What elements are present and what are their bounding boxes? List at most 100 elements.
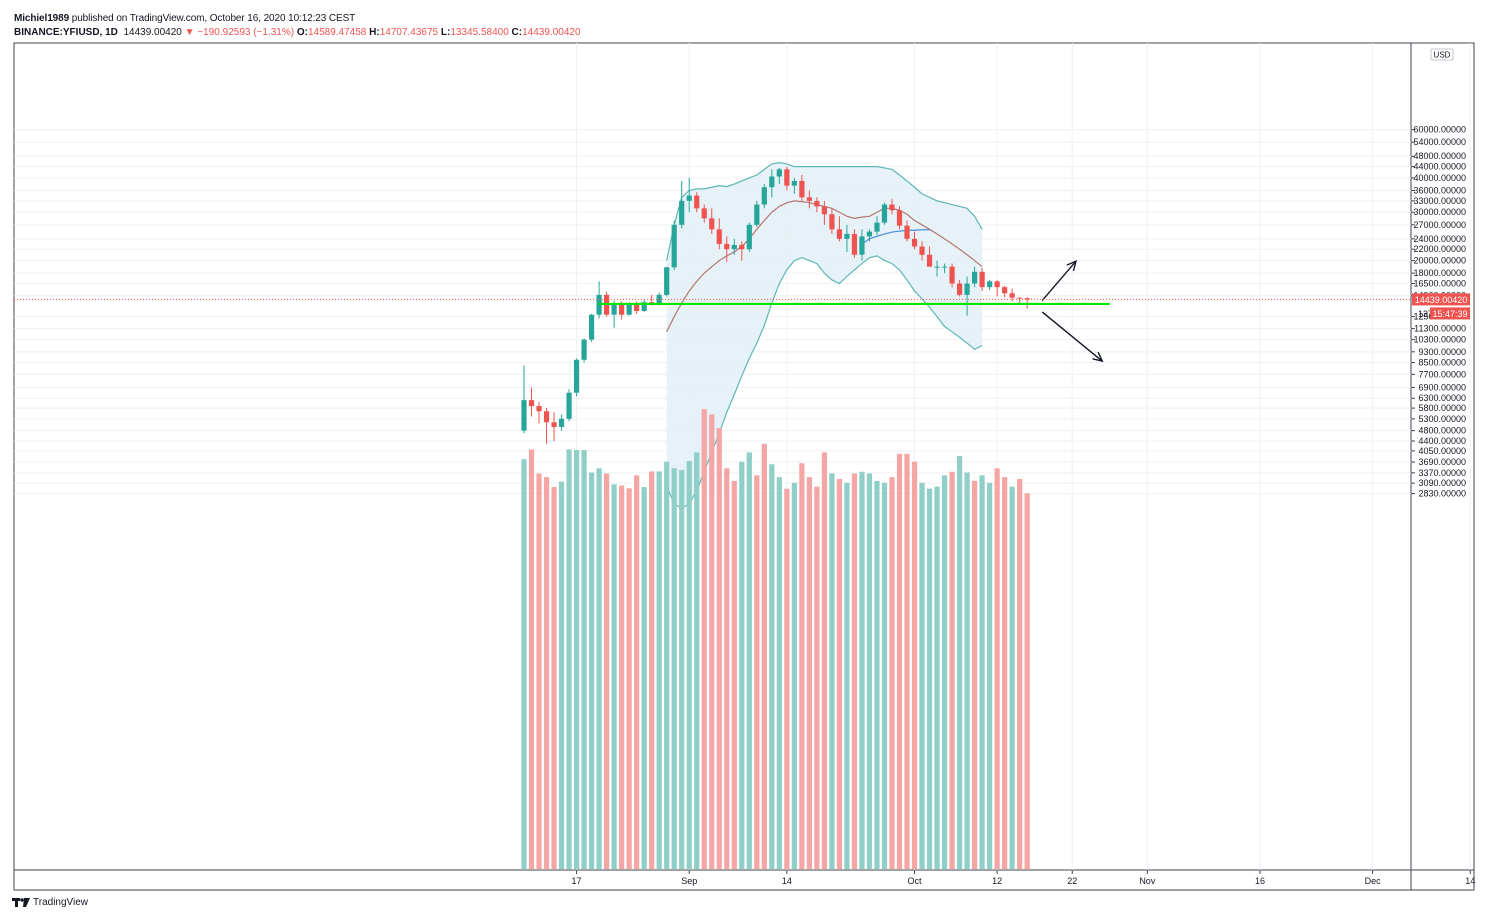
price-tick-label: 40000.00000 [1413, 173, 1466, 183]
candle [716, 218, 722, 250]
candle [551, 412, 557, 442]
currency-badge[interactable]: USD [1430, 48, 1454, 61]
volume-bar [634, 475, 640, 869]
price-tick-label: 30000.00000 [1413, 207, 1466, 217]
price-tick-label: 2830.00000 [1418, 489, 1466, 499]
candle-body [829, 214, 835, 230]
candle [821, 200, 827, 225]
candle-body [521, 400, 527, 431]
candle-body [686, 195, 692, 201]
volume-bar [754, 475, 760, 869]
candle [874, 216, 880, 235]
candle-body [701, 208, 707, 219]
candle [881, 202, 888, 225]
candle [573, 358, 580, 397]
candle [724, 236, 730, 262]
candle-body [1024, 298, 1030, 300]
time-tick-label: 16 [1255, 876, 1265, 886]
symbol-label[interactable]: BINANCE:YFIUSD, 1D [14, 27, 118, 38]
last-price: 14439.00420 [123, 27, 182, 38]
candle-body [1017, 297, 1023, 299]
arrow-down[interactable] [1041, 311, 1104, 363]
price-change: ▼ −190.92593 (−1.31%) [184, 27, 295, 38]
candle-body [934, 266, 940, 268]
last-price-tag [1412, 293, 1470, 306]
volume-bar [619, 485, 625, 869]
candle-body [844, 233, 850, 239]
candle [919, 241, 925, 261]
author-name[interactable]: Michiel1989 [14, 13, 70, 24]
candle [1009, 288, 1015, 302]
volume-bar [558, 481, 565, 869]
volume-bar [806, 477, 812, 869]
candle [799, 175, 805, 201]
arrow-up[interactable] [1041, 259, 1078, 302]
time-tick-label: Sep [681, 876, 697, 886]
close-value: 14439.00420 [522, 27, 581, 38]
candle-body [919, 246, 925, 255]
time-axis[interactable]: 17 Sep 14 Oct 12 22 Nov 16 Dec 14 [572, 870, 1476, 886]
tradingview-footer[interactable]: TradingView [12, 897, 88, 908]
candle [904, 220, 910, 242]
volume-bar [896, 453, 903, 869]
price-tick-label: 24000.00000 [1413, 234, 1466, 244]
candle-body [821, 206, 827, 215]
volume-bar [641, 487, 647, 869]
candle-body [724, 243, 730, 250]
candle [851, 229, 858, 258]
volume-bars [521, 409, 1030, 869]
price-tick-label: 3090.00000 [1418, 478, 1466, 488]
price-tick-label: 54000.00000 [1413, 137, 1466, 147]
candle-body [769, 176, 775, 188]
candle [566, 389, 572, 422]
candle [709, 208, 715, 234]
candle-body [664, 267, 670, 295]
volume-bar [604, 473, 610, 869]
candle-body [896, 210, 903, 226]
brand-name: TradingView [33, 897, 89, 908]
volume-bar [588, 472, 595, 869]
price-tick-label: 27000.00000 [1413, 220, 1466, 230]
candle-body [634, 304, 640, 311]
candle [581, 338, 587, 363]
volume-bar [949, 471, 955, 869]
price-tick-label: 5300.00000 [1418, 414, 1466, 424]
price-tick-label: 5800.00000 [1418, 403, 1466, 413]
price-axis[interactable]: 60000.00000 54000.00000 48000.0000044000.0… [1411, 48, 1466, 499]
price-tick-label: 10300.00000 [1413, 335, 1466, 345]
publish-line: Michiel1989 published on TradingView.com… [14, 13, 355, 24]
candle [746, 222, 752, 252]
volume-bar [664, 461, 670, 869]
volume-bar [746, 452, 752, 869]
candle [859, 229, 865, 261]
candle-body [626, 304, 632, 315]
high-label: H: [369, 27, 380, 38]
candle-body [941, 266, 948, 268]
candle-body [1009, 293, 1015, 298]
volume-bar [987, 482, 993, 869]
price-tick-label: 16500.00000 [1413, 278, 1466, 288]
volume-bar [926, 488, 933, 869]
volume-bar [761, 443, 767, 869]
price-tick-label: 48000.00000 [1413, 151, 1466, 161]
volume-bar [829, 473, 835, 869]
candle-body [979, 271, 985, 288]
price-tick-label: 3370.00000 [1418, 468, 1466, 478]
volume-bar [626, 488, 632, 869]
countdown-tag [1430, 307, 1470, 320]
candle [686, 177, 692, 213]
countdown-tag-label: 15:47:39 [1432, 309, 1467, 319]
candle-body [619, 304, 625, 315]
price-tick-label: 8500.00000 [1418, 358, 1466, 368]
volume-bar [904, 453, 910, 869]
volume-bar [889, 477, 895, 869]
drawings[interactable] [599, 259, 1110, 363]
candle [701, 204, 707, 223]
volume-bar [964, 472, 970, 869]
candle-body [851, 233, 858, 255]
arrow-head [1066, 259, 1078, 272]
price-tick-label: 33000.00000 [1413, 196, 1466, 206]
volume-bar [791, 482, 797, 869]
volume-bar [851, 473, 858, 869]
